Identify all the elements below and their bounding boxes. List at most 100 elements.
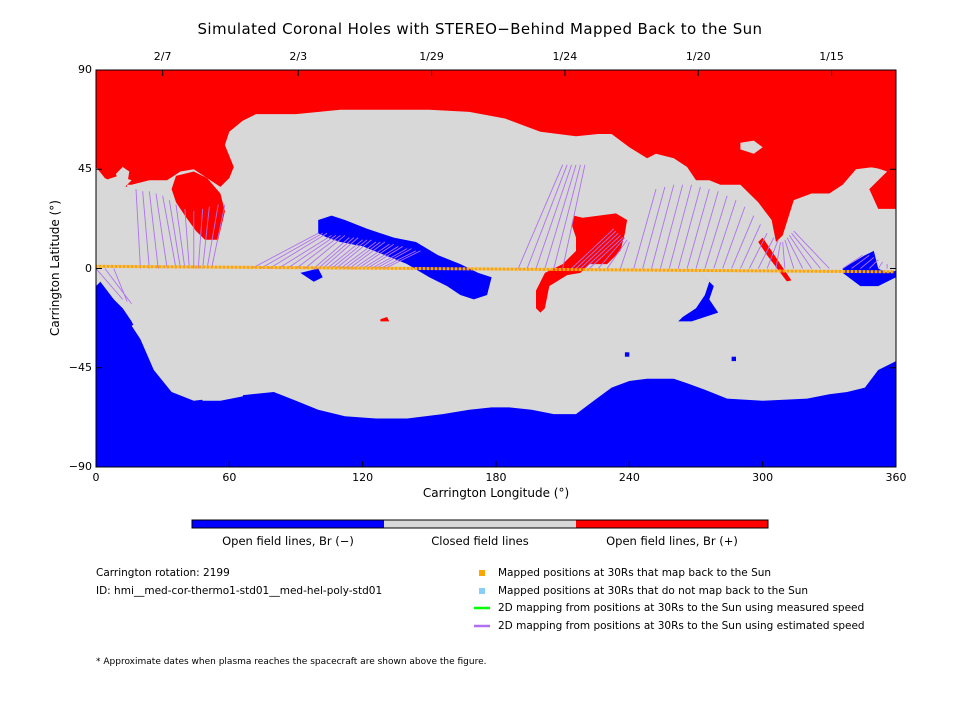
mapping-line [269, 232, 328, 269]
mapped-point [882, 270, 886, 274]
x-tick-label: 180 [485, 471, 507, 484]
mapping-line [113, 268, 128, 302]
axis-ticks [95, 69, 897, 468]
mapped-point [466, 267, 470, 271]
negative-fleck-a [300, 268, 323, 282]
mapped-point [238, 265, 242, 269]
mapped-point [682, 268, 686, 272]
mapping-line [202, 206, 210, 269]
mapping-line [366, 246, 403, 269]
x-tick-label: 300 [752, 471, 774, 484]
x-tick-label: 0 [92, 471, 100, 484]
mapped-point [290, 266, 294, 270]
mapping-line [331, 239, 368, 269]
colorbar-segment [576, 520, 768, 528]
top-date-label: 1/24 [552, 50, 578, 63]
mapping-line [782, 241, 786, 269]
mapped-point [826, 269, 830, 273]
y-axis-label: Carrington Latitude (°) [48, 200, 62, 336]
mapped-point [242, 265, 246, 269]
top-date-label: 2/3 [289, 50, 308, 63]
mapped-point [542, 267, 546, 271]
mapped-point [662, 268, 666, 272]
mapped-point [846, 269, 850, 273]
mapping-line [317, 237, 355, 269]
mapped-point [370, 266, 374, 270]
mapped-point [222, 265, 226, 269]
mapped-point [218, 265, 222, 269]
mapping-line [633, 188, 657, 269]
mapped-point [486, 267, 490, 271]
mapping-line [184, 208, 190, 269]
mapped-point [810, 269, 814, 273]
mapped-point [762, 269, 766, 273]
mapped-point [858, 270, 862, 274]
top-date-label: 1/20 [685, 50, 711, 63]
mapped-point [478, 267, 482, 271]
mapped-point [502, 267, 506, 271]
mapping-line [731, 215, 755, 269]
mapped-point [414, 267, 418, 270]
negative-fleck-c [731, 356, 736, 362]
mapping-line [349, 241, 386, 269]
mapped-point [158, 265, 162, 269]
mapped-point [322, 266, 326, 270]
mapped-point [710, 269, 714, 273]
mapping-line [211, 204, 226, 269]
mapped-point [306, 266, 310, 270]
mapped-point [262, 265, 266, 269]
mapped-point [838, 269, 842, 273]
mapping-line [277, 235, 332, 269]
mapped-point [590, 268, 594, 272]
y-tick-label: 90 [78, 63, 92, 76]
mapping-line [353, 243, 390, 269]
mapped-point [658, 268, 662, 272]
mapped-point [754, 269, 758, 273]
mapped-point [774, 269, 778, 273]
mapped-point [818, 269, 822, 273]
mapped-point [450, 267, 454, 271]
mapped-point [250, 265, 254, 269]
mapped-point [226, 265, 230, 269]
mapped-point [794, 269, 798, 273]
mapped-point [694, 268, 698, 272]
mapping-line [295, 235, 341, 269]
mapping-line [362, 246, 399, 269]
mapped-point [194, 265, 198, 269]
mapped-point [510, 267, 514, 271]
mapping-line [571, 228, 615, 269]
x-tick-label: 240 [618, 471, 640, 484]
colorbar-label-closed: Closed field lines [431, 534, 529, 548]
mapped-point [470, 267, 474, 271]
mapped-point [142, 265, 146, 269]
mapped-point [126, 265, 130, 269]
mapped-point [822, 269, 826, 273]
closed-island-south-a [198, 378, 248, 401]
mapped-point [326, 266, 330, 270]
mapped-point [346, 266, 350, 270]
y-tick-label: 45 [78, 162, 92, 176]
mapping-line [553, 164, 581, 269]
mapped-point [134, 265, 138, 269]
mapped-point [498, 267, 502, 271]
mapped-point [554, 267, 558, 271]
mapped-point [214, 265, 218, 269]
mapping-line [642, 186, 666, 269]
mapped-point [638, 268, 642, 272]
mapped-point [382, 266, 386, 270]
mapped-point [174, 265, 178, 269]
colorbar-segment [192, 520, 384, 528]
mapped-point [418, 267, 422, 271]
y-tick-label: −90 [68, 460, 92, 473]
mapped-point [598, 268, 602, 272]
top-date-label: 2/7 [153, 50, 172, 63]
mapped-point [146, 265, 150, 269]
mapped-point [530, 267, 534, 271]
south-negative-polar-hole [96, 281, 896, 467]
mapping-line [260, 232, 323, 269]
mapped-point [802, 269, 806, 273]
mapped-point [338, 266, 342, 270]
top-date-label: 1/29 [419, 50, 444, 63]
mapped-point [870, 270, 874, 274]
mapping-line [375, 248, 412, 269]
